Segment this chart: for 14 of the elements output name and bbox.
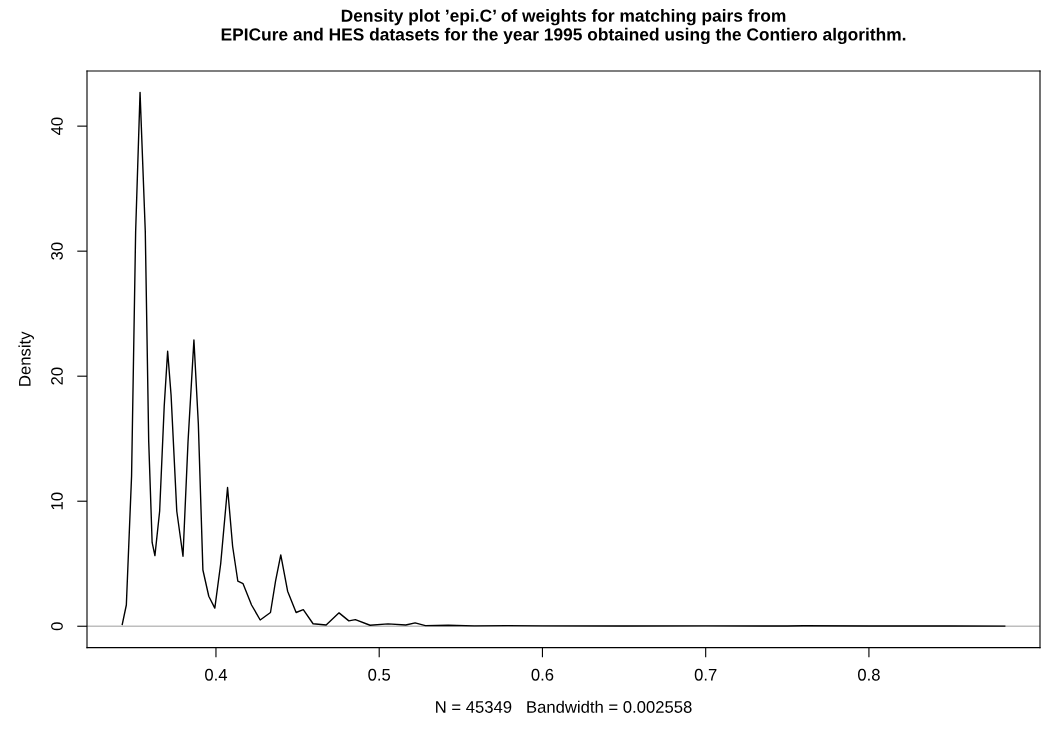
x-axis-title: N = 45349 Bandwidth = 0.002558 <box>436 700 692 713</box>
x-tick-label: 0.6 <box>531 668 554 681</box>
y-tick-label: 0 <box>51 622 63 631</box>
y-tick-label: 30 <box>51 242 63 260</box>
x-tick-label: 0.7 <box>694 668 717 681</box>
chart-title: Density plot ’epi.C’ of weights for matching pairs from EPICure and HES datasets for the year 1995 obtained using the Contiero algorithm. <box>221 9 906 45</box>
x-tick-label: 0.4 <box>205 668 228 681</box>
y-tick-label: 40 <box>51 117 63 136</box>
x-tick-label: 0.5 <box>368 668 391 681</box>
y-tick-label: 20 <box>51 367 63 385</box>
line-series <box>121 91 1006 627</box>
y-axis-title: Density <box>18 331 34 386</box>
x-tick-label: 0.8 <box>857 668 880 681</box>
y-tick-label: 10 <box>51 492 63 510</box>
